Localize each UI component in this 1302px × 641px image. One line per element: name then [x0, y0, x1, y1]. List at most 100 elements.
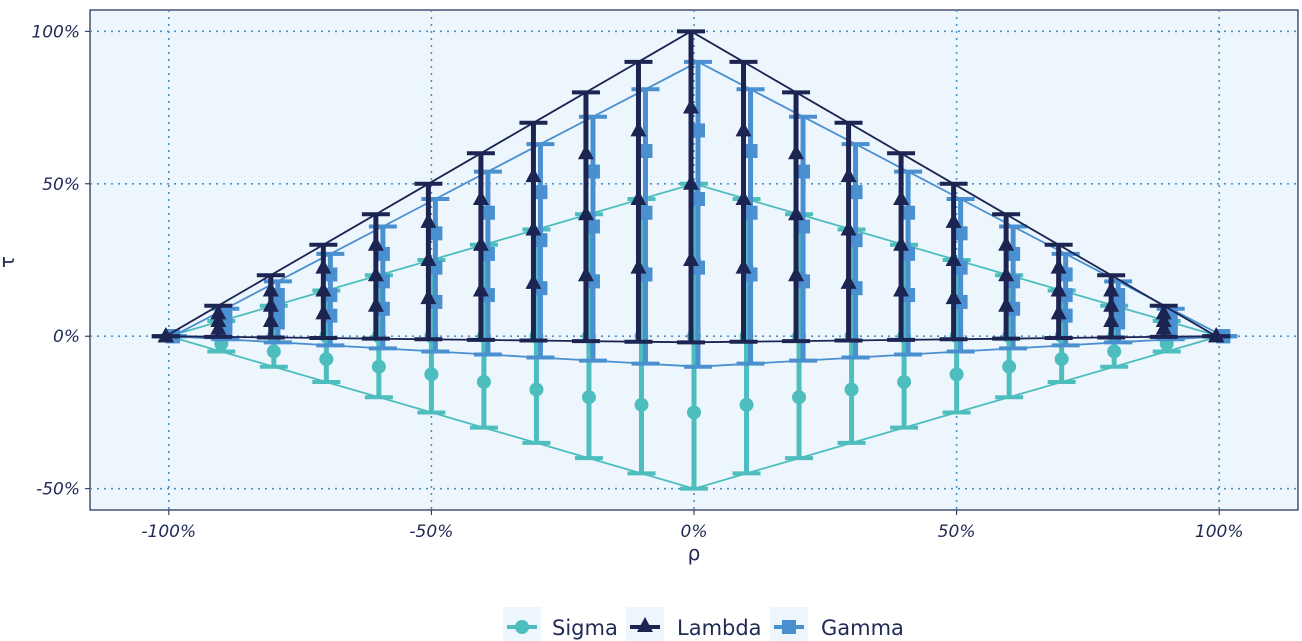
data-point — [691, 123, 705, 138]
data-point — [533, 185, 548, 200]
data-point — [420, 212, 437, 228]
data-point — [844, 382, 859, 397]
data-point — [630, 121, 647, 137]
data-point — [638, 144, 653, 159]
data-point — [1103, 281, 1120, 297]
data-point — [472, 190, 489, 206]
data-point — [683, 174, 699, 190]
data-point — [262, 281, 279, 297]
x-tick-label: 50% — [938, 522, 976, 542]
data-point — [472, 235, 489, 251]
x-axis-title: ρ — [688, 541, 701, 565]
data-point — [743, 144, 758, 159]
data-point — [743, 205, 758, 220]
data-point — [949, 367, 964, 382]
data-point — [901, 205, 916, 220]
data-point — [848, 233, 863, 248]
data-point — [315, 304, 332, 320]
legend-label-gamma: Gamma — [821, 616, 904, 640]
data-point — [1103, 296, 1120, 312]
data-point — [840, 167, 857, 183]
data-point — [691, 192, 705, 207]
data-point — [1155, 319, 1172, 335]
data-point — [1155, 304, 1172, 320]
data-point — [1054, 352, 1069, 367]
y-tick-label: 0% — [53, 327, 80, 347]
data-point — [585, 219, 600, 234]
data-point — [840, 220, 857, 236]
data-point — [420, 251, 437, 266]
data-point — [739, 397, 754, 412]
y-tick-label: -50% — [36, 480, 80, 500]
data-point — [315, 281, 332, 297]
data-point — [157, 327, 174, 343]
data-point — [210, 319, 227, 335]
data-point — [577, 205, 594, 221]
data-point — [367, 296, 384, 312]
data-point — [630, 190, 647, 206]
data-point — [367, 266, 384, 282]
data-point — [893, 281, 910, 297]
data-point — [788, 205, 805, 221]
data-point — [945, 212, 962, 228]
data-point — [998, 296, 1015, 312]
x-tick-label: 0% — [681, 522, 708, 542]
data-point — [945, 251, 962, 266]
x-tick-label: 100% — [1195, 522, 1244, 542]
data-point — [630, 258, 647, 274]
data-point — [472, 281, 489, 297]
data-point — [1050, 258, 1067, 274]
data-point — [735, 121, 752, 137]
series-lambda — [151, 29, 1231, 345]
data-point — [683, 98, 699, 114]
data-point — [585, 164, 600, 179]
data-point — [424, 367, 439, 382]
y-tick-label: 100% — [31, 22, 80, 42]
legend-label-sigma: Sigma — [552, 616, 618, 640]
data-point — [319, 352, 334, 367]
data-point — [848, 185, 863, 200]
data-point — [735, 190, 752, 206]
data-point — [638, 205, 653, 220]
data-point — [788, 144, 805, 160]
legend: Sigma Lambda Gamma — [503, 607, 904, 641]
legend-key-lambda-marker — [637, 617, 653, 632]
legend-key-sigma-marker — [515, 620, 529, 634]
data-point — [210, 311, 227, 327]
data-point — [577, 266, 594, 282]
data-point — [577, 144, 594, 160]
axis-tick-labels: -100% -50% 0% 50% 100% -50% 0% 50% 100% — [31, 22, 1243, 542]
data-point — [420, 289, 437, 305]
data-point — [428, 226, 443, 241]
data-point — [683, 251, 699, 266]
data-point — [840, 273, 857, 289]
data-point — [1208, 327, 1225, 343]
data-point — [1155, 311, 1172, 327]
data-point — [480, 205, 495, 220]
data-point — [735, 258, 752, 274]
data-point — [893, 190, 910, 206]
data-point — [367, 235, 384, 251]
data-point — [796, 164, 811, 179]
series-layer — [151, 29, 1238, 491]
legend-key-gamma-marker — [782, 620, 796, 634]
data-point — [998, 266, 1015, 282]
x-tick-label: -100% — [141, 522, 196, 542]
y-axis-title: τ — [0, 256, 19, 268]
data-point — [476, 374, 491, 389]
data-point — [634, 397, 649, 412]
data-point — [796, 219, 811, 234]
data-point — [581, 390, 596, 405]
data-point — [1107, 344, 1122, 359]
legend-label-lambda: Lambda — [677, 616, 762, 640]
data-point — [371, 359, 386, 374]
data-point — [262, 311, 279, 327]
data-point — [897, 374, 912, 389]
data-point — [525, 273, 542, 289]
data-point — [210, 304, 227, 320]
data-point — [525, 167, 542, 183]
data-point — [945, 289, 962, 305]
data-point — [525, 220, 542, 236]
data-point — [788, 266, 805, 282]
